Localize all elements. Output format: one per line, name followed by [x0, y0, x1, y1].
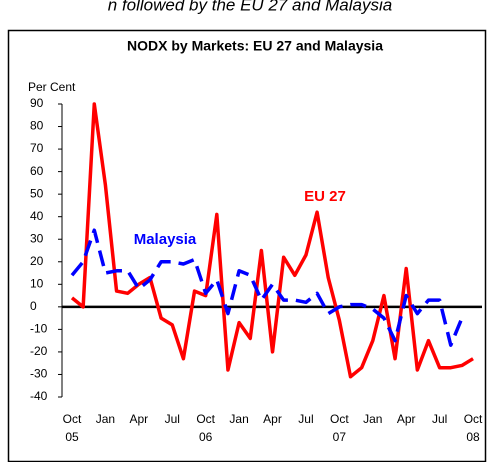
y-tick-label: 60	[30, 164, 44, 178]
x-tick-label: Jan	[363, 412, 382, 426]
series-line	[70, 228, 464, 347]
y-tick-label: 40	[30, 209, 44, 223]
caption: n followed by the EU 27 and Malaysia	[108, 0, 392, 14]
x-tick-label: Jul	[165, 412, 180, 426]
x-tick-label: Apr	[263, 412, 282, 426]
frame	[7, 29, 487, 462]
y-tick-label: 80	[30, 119, 44, 133]
x-tick-label: Apr	[397, 412, 416, 426]
series-line	[70, 102, 474, 379]
x-tick-label: Jan	[229, 412, 248, 426]
x-tick-label: Jul	[432, 412, 447, 426]
y-tick-label: 10	[30, 276, 44, 290]
y-tick-label: -10	[30, 322, 48, 336]
y-tick-label: 20	[30, 254, 44, 268]
x-tick-label: Oct 06	[196, 412, 215, 444]
y-tick-label: 0	[30, 299, 37, 313]
y-tick-label: 30	[30, 231, 44, 245]
x-tick-label: Oct 05	[63, 412, 82, 444]
y-tick-label: 70	[30, 141, 44, 155]
x-tick-label: Oct 07	[330, 412, 349, 444]
y-tick-label: -30	[30, 367, 48, 381]
chart-title: NODX by Markets: EU 27 and Malaysia	[127, 38, 383, 54]
y-axis-label: Per Cent	[28, 80, 76, 94]
x-tick-label: Apr	[129, 412, 148, 426]
series-annotation: Malaysia	[134, 231, 197, 248]
y-tick-label: -20	[30, 344, 48, 358]
x-tick-label: Oct 08	[464, 412, 483, 444]
series-annotation: EU 27	[304, 188, 346, 205]
y-tick-label: 90	[30, 96, 44, 110]
x-tick-label: Jul	[298, 412, 313, 426]
y-tick-label: -40	[30, 389, 48, 403]
x-tick-label: Jan	[96, 412, 115, 426]
y-tick-label: 50	[30, 186, 44, 200]
